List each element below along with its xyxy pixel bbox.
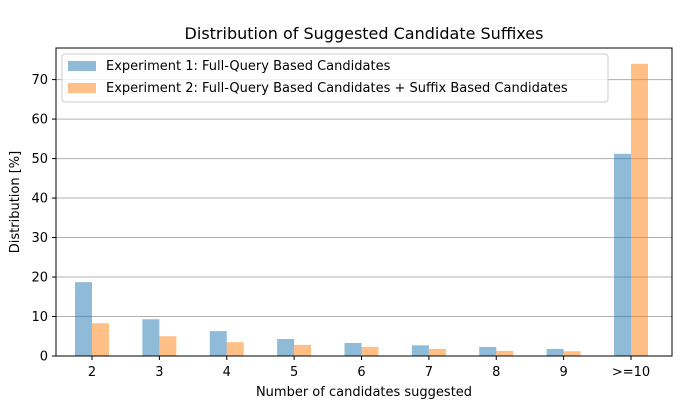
bar-series-1-7 — [411, 345, 429, 356]
bar-series-1-4 — [209, 331, 227, 356]
y-tick-label-70: 70 — [31, 73, 48, 88]
gridlines — [56, 79, 672, 357]
bars — [75, 63, 648, 357]
bar-series-2-8 — [496, 350, 514, 356]
legend-swatch-experiment-1 — [68, 61, 96, 71]
bar-series-2-7 — [428, 348, 446, 356]
legend: Experiment 1: Full-Query Based Candidate… — [61, 53, 609, 103]
y-tick-label-40: 40 — [31, 192, 48, 207]
y-tick-label-0: 0 — [40, 350, 48, 365]
bar-series-1-9 — [546, 348, 564, 356]
y-tick-label-20: 20 — [31, 271, 48, 286]
bar-series-2-6 — [361, 346, 379, 356]
bar-series-1-3 — [142, 319, 160, 356]
y-tick-label-10: 10 — [31, 310, 48, 325]
x-tick-label-8: 8 — [492, 365, 500, 380]
x-tick-label->=10: >=10 — [612, 365, 650, 380]
x-tick-label-2: 2 — [88, 365, 96, 380]
x-tick-label-5: 5 — [290, 365, 298, 380]
bar-series-2-5 — [294, 344, 312, 356]
bar-series-2-9 — [563, 351, 581, 356]
x-axis-ticks: 2 3 4 5 6 7 8 9 >=10 — [88, 356, 650, 380]
bar-series-2->=10 — [631, 63, 648, 357]
x-tick-label-6: 6 — [357, 365, 365, 380]
bar-series-2-3 — [159, 336, 177, 356]
legend-box — [61, 53, 609, 103]
legend-label-experiment-2: Experiment 2: Full-Query Based Candidate… — [106, 81, 568, 96]
plot-frame — [55, 47, 673, 357]
x-axis-title: Number of candidates suggested — [256, 385, 472, 400]
bar-series-1-5 — [277, 339, 295, 356]
legend-label-experiment-1: Experiment 1: Full-Query Based Candidate… — [106, 59, 391, 74]
bar-series-2-4 — [226, 342, 244, 356]
x-tick-label-9: 9 — [559, 365, 567, 380]
x-tick-label-7: 7 — [425, 365, 433, 380]
x-tick-label-3: 3 — [155, 365, 163, 380]
y-axis-ticks: 0 10 20 30 40 50 60 70 — [31, 73, 56, 365]
bar-series-1->=10 — [614, 153, 631, 356]
legend-swatch-experiment-2 — [68, 83, 96, 93]
y-tick-label-50: 50 — [31, 152, 48, 167]
bar-series-1-6 — [344, 342, 362, 356]
y-tick-label-30: 30 — [31, 231, 48, 246]
y-tick-label-60: 60 — [31, 113, 48, 128]
chart-title: Distribution of Suggested Candidate Suff… — [185, 24, 544, 43]
bar-series-2-2 — [92, 323, 109, 356]
bar-series-1-2 — [75, 282, 92, 356]
bar-series-1-8 — [479, 346, 497, 356]
y-axis-title: Distribution [%] — [8, 151, 23, 253]
x-tick-label-4: 4 — [223, 365, 231, 380]
